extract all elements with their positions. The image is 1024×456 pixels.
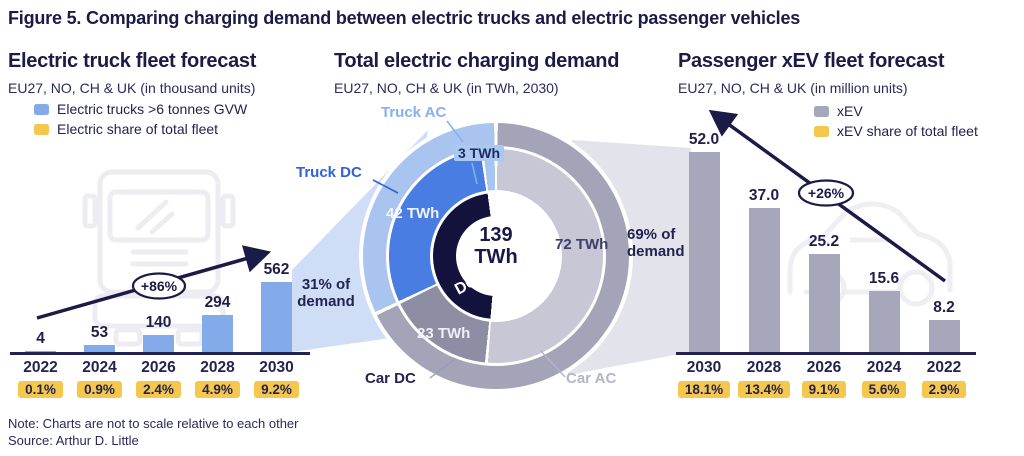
bar-slot: 294 2028 4.9% [188, 252, 247, 398]
car-share-of-demand: 69% of demand [627, 226, 685, 260]
bar-slot: 562 2030 9.2% [247, 252, 306, 398]
bar-slot: 4 2022 0.1% [11, 252, 70, 398]
bar-value: 294 [204, 294, 231, 312]
total-unit: TWh [474, 246, 518, 268]
truck-dc-value: 42 TWh [386, 205, 440, 222]
xev-bar-chart: 52.0 2030 18.1% 37.0 2028 13.4% 25.2 2026 9.1% 15… [674, 131, 974, 398]
bar-2028 [202, 315, 233, 352]
axis-year: 2022 [926, 359, 962, 376]
footnote: Note: Charts are not to scale relative t… [8, 415, 299, 449]
bar-value: 562 [263, 260, 290, 278]
bar-slot: 53 2024 0.9% [70, 252, 129, 398]
bar-slot: 140 2026 2.4% [129, 252, 188, 398]
bar-slot: 52.0 2030 18.1% [674, 131, 734, 398]
xev-chart-baseline [676, 352, 976, 355]
car-ac-value: 72 TWh [555, 236, 609, 253]
legend-label: xEV share of total fleet [837, 123, 978, 139]
bar-2028 [748, 207, 780, 352]
xev-panel-subtitle: EU27, NO, CH & UK (in million units) [678, 80, 908, 96]
share-badge: 2.4% [136, 381, 181, 398]
xev-legend: xEV xEV share of total fleet [814, 101, 978, 141]
axis-year: 2024 [866, 359, 902, 376]
xev-share-swatch [814, 125, 829, 137]
axis-year: 2024 [82, 359, 117, 376]
bar-2024 [868, 291, 900, 352]
truck-ac-value-chip: 3 TWh [454, 145, 504, 161]
bar-value: 52.0 [688, 131, 720, 148]
legend-item: xEV [814, 101, 978, 121]
bar-2026 [808, 253, 840, 352]
share-badge: 0.9% [77, 381, 122, 398]
truck-legend: Electric trucks >6 tonnes GVW Electric s… [34, 99, 247, 139]
demand-panel-title: Total electric charging demand [334, 50, 620, 72]
bar-2024 [84, 345, 115, 352]
legend-label: xEV [837, 103, 863, 119]
share-badge: 5.6% [861, 381, 907, 398]
axis-year: 2030 [686, 359, 722, 376]
axis-year: 2022 [23, 359, 58, 376]
bar-value: 15.6 [868, 270, 900, 288]
share-badge: 4.9% [195, 381, 240, 398]
note-line: Note: Charts are not to scale relative t… [8, 416, 299, 431]
source-line: Source: Arthur D. Little [8, 433, 139, 448]
share-badge: 13.4% [737, 381, 791, 398]
axis-year: 2026 [806, 359, 842, 376]
bar-slot: 37.0 2028 13.4% [734, 131, 794, 398]
bar-value: 8.2 [933, 299, 955, 317]
donut-center-hole [456, 216, 536, 296]
share-badge: 9.2% [254, 381, 299, 398]
share-badge: 0.1% [18, 381, 63, 398]
bar-value: 53 [90, 324, 109, 342]
bar-value: 37.0 [748, 186, 780, 204]
bar-slot: 15.6 2024 5.6% [854, 131, 914, 398]
figure-title: Figure 5. Comparing charging demand betw… [8, 8, 801, 28]
truck-chart-baseline [10, 352, 310, 355]
total-value: 139 [479, 224, 513, 246]
truck-dc-label: Truck DC [296, 164, 362, 181]
truck-bar-swatch [34, 103, 49, 115]
bar-value: 4 [36, 329, 45, 347]
axis-year: 2028 [746, 359, 782, 376]
axis-year: 2028 [200, 359, 235, 376]
axis-year: 2026 [141, 359, 176, 376]
xev-bar-swatch [814, 105, 829, 117]
axis-year: 2030 [259, 359, 294, 376]
bar-slot: 25.2 2026 9.1% [794, 131, 854, 398]
car-ac-label: Car AC [566, 370, 617, 387]
donut-center-total: 139 TWh [446, 224, 546, 268]
legend-label: Electric share of total fleet [57, 121, 219, 137]
xev-panel-title: Passenger xEV fleet forecast [678, 50, 945, 72]
bar-value: 25.2 [808, 232, 840, 250]
bar-value: 140 [145, 313, 172, 331]
bar-2022 [25, 350, 56, 352]
legend-item: Electric share of total fleet [34, 119, 247, 139]
truck-share-swatch [34, 123, 49, 135]
legend-item: Electric trucks >6 tonnes GVW [34, 99, 247, 119]
bar-slot: 8.2 2022 2.9% [914, 131, 974, 398]
car-dc-label: Car DC [365, 370, 416, 387]
truck-share-of-demand: 31% of demand [297, 276, 355, 310]
truck-bar-chart: 4 2022 0.1% 53 2024 0.9% 140 2026 2.4% 294 2028 4.9… [11, 252, 306, 398]
bar-2026 [143, 334, 174, 352]
demand-panel-subtitle: EU27, NO, CH & UK (in TWh, 2030) [334, 80, 559, 96]
share-badge: 9.1% [801, 381, 847, 398]
share-badge: 18.1% [677, 381, 731, 398]
bar-2022 [928, 320, 960, 352]
car-dc-value: 23 TWh [417, 325, 471, 342]
legend-item: xEV share of total fleet [814, 121, 978, 141]
bar-2030 [261, 281, 292, 352]
truck-ac-label: Truck AC [381, 104, 447, 121]
legend-label: Electric trucks >6 tonnes GVW [57, 101, 248, 117]
truck-panel-title: Electric truck fleet forecast [8, 50, 257, 72]
truck-panel-subtitle: EU27, NO, CH & UK (in thousand units) [8, 80, 256, 96]
share-badge: 2.9% [921, 381, 967, 398]
